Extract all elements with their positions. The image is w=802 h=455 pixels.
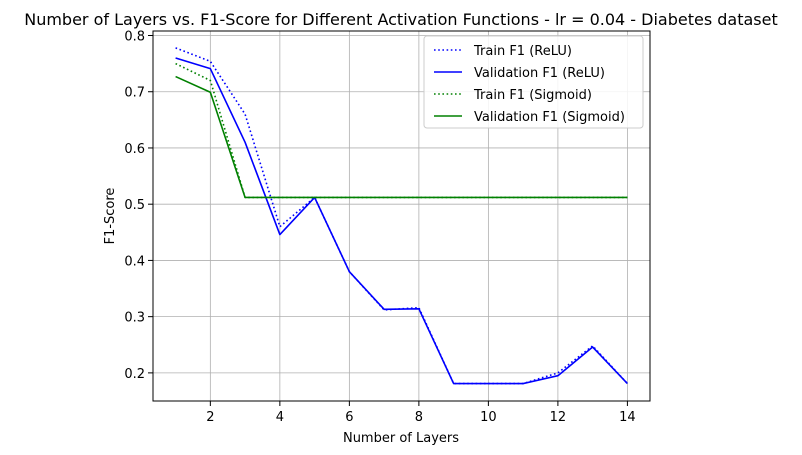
y-axis-title: F1-Score (103, 188, 118, 245)
y-tick-label: 0.2 (124, 367, 145, 382)
legend-label: Train F1 (ReLU) (473, 44, 572, 59)
legend-box (423, 35, 644, 129)
legend-label: Train F1 (Sigmoid) (473, 88, 592, 103)
series-line (175, 75, 628, 199)
x-tick-label: 14 (619, 410, 636, 425)
series-lines (175, 47, 628, 385)
x-tick-label: 6 (345, 410, 353, 425)
y-tick-label: 0.4 (124, 254, 145, 269)
x-tick-label: 2 (206, 410, 214, 425)
y-tick-label: 0.5 (124, 198, 145, 213)
chart-title: Number of Layers vs. F1-Score for Differ… (24, 10, 778, 29)
x-tick-label: 10 (480, 410, 497, 425)
y-tick-label: 0.3 (124, 311, 145, 326)
series-line (175, 57, 628, 385)
plot-frame (152, 30, 651, 402)
x-tick-label: 12 (550, 410, 567, 425)
x-tick-label: 4 (276, 410, 284, 425)
x-axis-ticks: 2 4 6 8 10 12 14 (206, 401, 636, 425)
y-tick-label: 0.6 (124, 142, 145, 157)
legend-label: Validation F1 (ReLU) (474, 66, 605, 81)
y-tick-label: 0.8 (124, 29, 145, 44)
legend-label: Validation F1 (Sigmoid) (474, 110, 625, 125)
y-tick-label: 0.7 (124, 86, 145, 101)
y-axis-ticks: 0.2 0.3 0.4 0.5 0.6 0.7 0.8 (124, 29, 153, 382)
x-axis-title: Number of Layers (343, 431, 459, 446)
x-tick-label: 8 (415, 410, 423, 425)
legend: Train F1 (ReLU) Validation F1 (ReLU) Train… (423, 35, 644, 129)
